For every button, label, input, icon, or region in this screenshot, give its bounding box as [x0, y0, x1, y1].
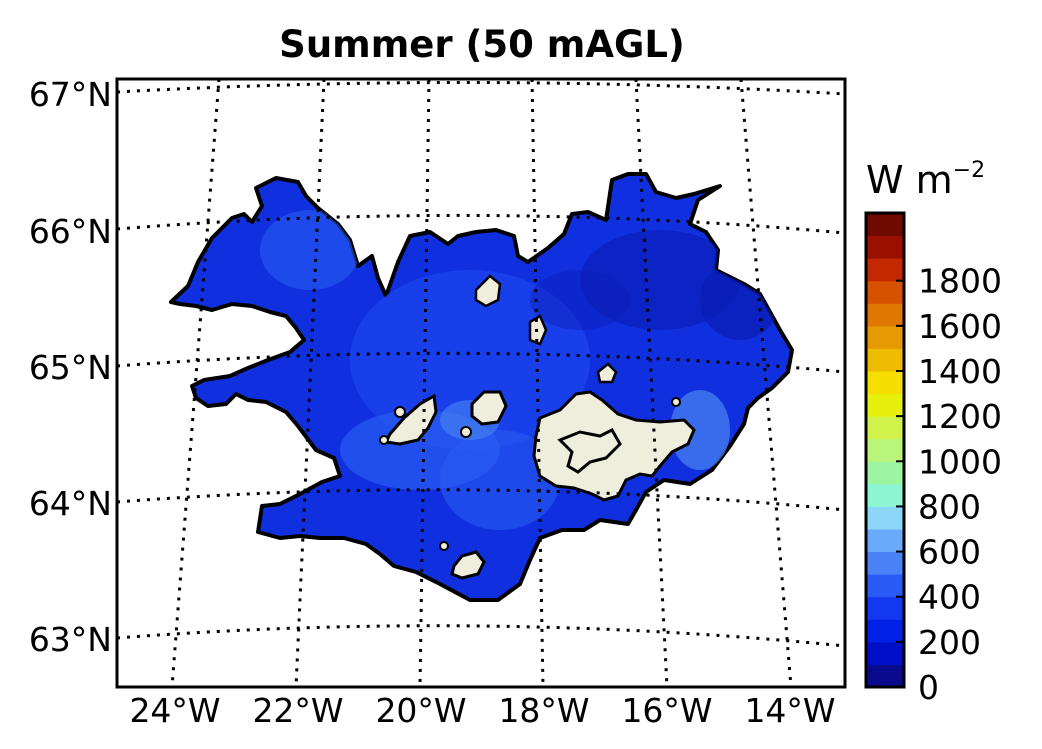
colorbar-tick-label: 1600 [918, 307, 1002, 346]
colorbar-tick-label: 800 [918, 487, 981, 526]
colorbar: W m−2 0 200 400 600 800 1000 1200 1400 1600 1800 [864, 158, 1002, 707]
glacier-myrdalsjokull [450, 550, 486, 580]
colorbar-segment [866, 325, 904, 349]
colorbar-segment [866, 529, 904, 553]
colorbar-tick-label: 1400 [918, 352, 1002, 391]
graticule [117, 79, 845, 687]
x-tick-label: 18°W [498, 691, 589, 730]
colorbar-segment [866, 596, 904, 620]
colorbar-segment [866, 258, 904, 282]
colorbar-segment [866, 213, 904, 237]
map-area [117, 79, 845, 687]
colorbar-segments [866, 213, 904, 688]
glacier-hofsjokull [470, 390, 508, 426]
glacier-langjokull [383, 393, 438, 446]
x-tick-label: 16°W [621, 691, 712, 730]
y-tick-label: 66°N [29, 212, 112, 251]
colorbar-segment [866, 438, 904, 462]
x-tick-label: 20°W [375, 691, 466, 730]
colorbar-segment [866, 664, 904, 688]
colorbar-segment [866, 506, 904, 530]
colorbar-segment [866, 371, 904, 395]
glacier-drangajokull [596, 362, 618, 384]
x-tick-label: 14°W [744, 691, 835, 730]
colorbar-tick-label: 200 [918, 623, 981, 662]
colorbar-segment [866, 348, 904, 372]
y-tick-label: 67°N [29, 75, 112, 114]
colorbar-frame [864, 211, 906, 689]
colorbar-ticks: 0 200 400 600 800 1000 1200 1400 1600 1800 [896, 262, 1002, 707]
colorbar-segment [866, 461, 904, 485]
colorbar-label: W m−2 [866, 158, 985, 202]
y-tick-label: 65°N [29, 348, 112, 387]
colorbar-segment [866, 280, 904, 304]
colorbar-tick-label: 0 [918, 668, 939, 707]
glacier-vatnajokull [532, 390, 696, 502]
plot-frame [115, 77, 847, 689]
colorbar-segment [866, 551, 904, 575]
colorbar-segment [866, 303, 904, 327]
colorbar-tick-label: 1800 [918, 262, 1002, 301]
colorbar-tick-label: 1000 [918, 442, 1002, 481]
colorbar-segment [866, 235, 904, 259]
colorbar-segment [866, 483, 904, 507]
colorbar-segment [866, 393, 904, 417]
x-tick-label: 22°W [252, 691, 343, 730]
chart-title: Summer (50 mAGL) [279, 23, 685, 66]
colorbar-tick-label: 1200 [918, 397, 1002, 436]
y-axis-ticks: 67°N 66°N 65°N 64°N 63°N [29, 75, 112, 659]
colorbar-segment [866, 619, 904, 643]
colorbar-segment [866, 574, 904, 598]
colorbar-segment [866, 416, 904, 440]
y-tick-label: 64°N [29, 484, 112, 523]
colorbar-segment [866, 641, 904, 665]
x-tick-label: 24°W [129, 691, 220, 730]
y-tick-label: 63°N [29, 620, 112, 659]
x-axis-ticks: 24°W 22°W 20°W 18°W 16°W 14°W [129, 691, 835, 730]
colorbar-tick-label: 400 [918, 578, 981, 617]
colorbar-tick-label: 600 [918, 533, 981, 572]
